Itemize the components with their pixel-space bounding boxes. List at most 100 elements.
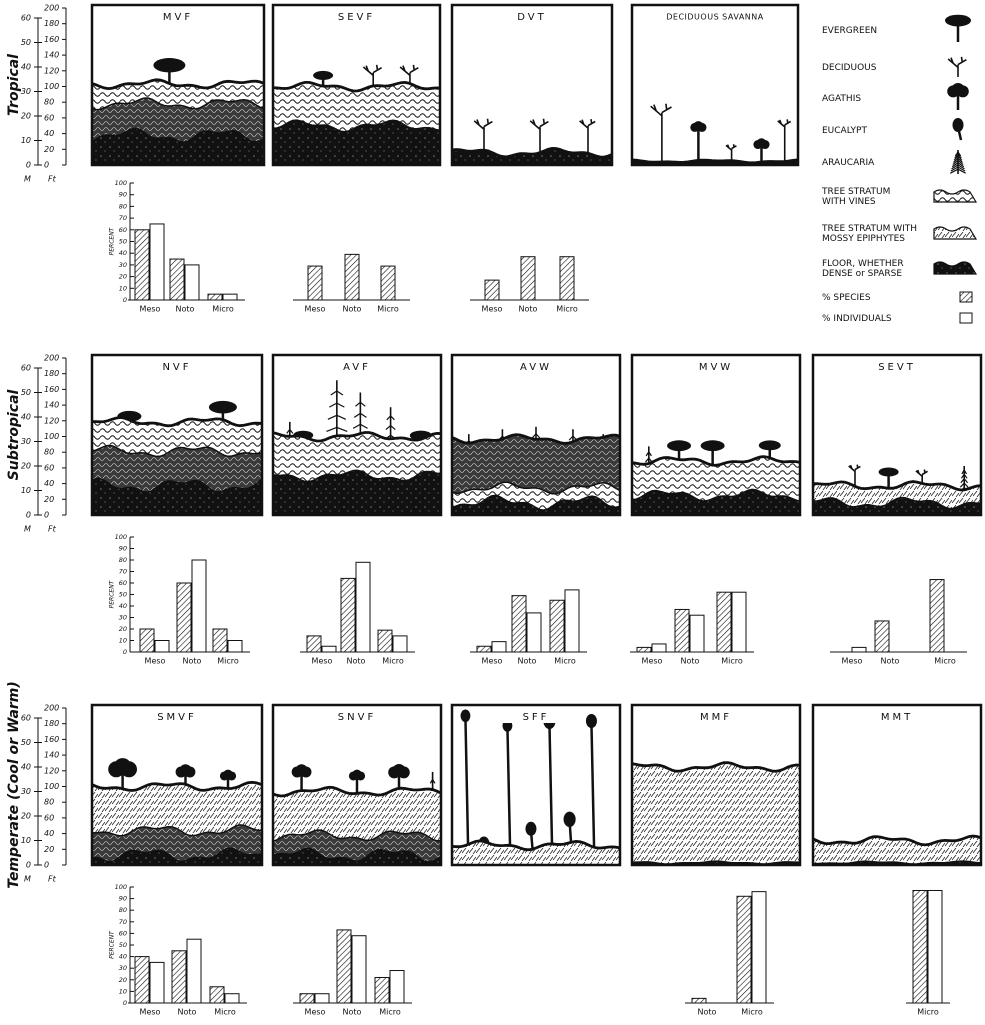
bar — [135, 230, 149, 300]
m-tick-label: 60 — [21, 364, 31, 373]
ft-tick-label: 200 — [44, 354, 59, 363]
bar — [527, 613, 541, 652]
y-tick-label: 10 — [119, 284, 127, 292]
y-tick-label: 70 — [119, 918, 127, 926]
ft-tick-label: 0 — [44, 511, 49, 520]
bar — [356, 562, 370, 652]
panel-art — [269, 355, 445, 519]
panel-title: MVF — [163, 12, 193, 23]
y-tick-label: 10 — [119, 637, 127, 645]
panel-art — [628, 705, 804, 869]
bar — [341, 578, 355, 652]
bar — [210, 987, 224, 1003]
y-axis-label: PERCENT — [109, 930, 116, 959]
y-tick-label: 80 — [119, 906, 127, 914]
x-tick-label: Micro — [214, 1008, 236, 1017]
evergreen-crown — [879, 467, 899, 476]
row-label: Tropical — [6, 54, 22, 116]
m-tick-label: 60 — [21, 714, 31, 723]
x-tick-label: Micro — [377, 305, 399, 314]
ft-tick-label: 180 — [44, 19, 59, 28]
evergreen-crown — [667, 440, 691, 451]
ft-tick-label: 180 — [44, 719, 59, 728]
m-tick-label: 20 — [21, 112, 31, 121]
bar — [135, 957, 149, 1003]
y-tick-label: 20 — [119, 625, 127, 633]
legend-label: DECIDUOUS — [822, 63, 877, 73]
x-tick-label: Micro — [382, 657, 404, 666]
evergreen-crown — [313, 71, 333, 80]
agathis-crown — [951, 83, 964, 96]
bar — [375, 977, 389, 1003]
bar — [565, 590, 579, 652]
bar — [637, 647, 651, 652]
ft-tick-label: 60 — [44, 113, 54, 122]
agathis-crown — [757, 138, 767, 148]
m-tick-label: 20 — [21, 462, 31, 471]
x-tick-label: Micro — [217, 657, 239, 666]
m-tick-label: 10 — [21, 136, 31, 145]
ft-tick-label: 160 — [44, 35, 59, 44]
panel-title: SFF — [523, 712, 550, 723]
legend-line: FLOOR, WHETHER — [822, 259, 904, 269]
eucalypt-crown — [460, 710, 470, 723]
bar — [228, 641, 242, 653]
panel-title: DECIDUOUS SAVANNA — [666, 13, 764, 22]
legend-label: % SPECIES — [822, 293, 871, 303]
panel-art — [809, 355, 985, 519]
m-tick-label: 0 — [26, 511, 31, 520]
ft-tick-label: 120 — [44, 766, 59, 775]
x-tick-label: Noto — [343, 305, 362, 314]
y-tick-label: 90 — [119, 895, 127, 903]
panel-bg — [632, 5, 798, 165]
x-tick-label: Noto — [518, 657, 537, 666]
legend-line: % SPECIES — [822, 293, 871, 303]
bar — [852, 647, 866, 652]
x-tick-label: Micro — [741, 1008, 763, 1017]
panel-art — [448, 5, 616, 169]
bar — [213, 629, 227, 652]
legend-swatch — [960, 292, 972, 302]
m-unit: M — [24, 875, 31, 884]
bar — [172, 951, 186, 1003]
ft-tick-label: 40 — [44, 129, 54, 138]
ft-unit: Ft — [48, 525, 57, 534]
bar — [485, 280, 499, 300]
ft-tick-label: 40 — [44, 479, 54, 488]
panel-title: MMT — [881, 712, 913, 723]
legend-swatch — [960, 313, 972, 323]
ft-unit: Ft — [48, 175, 57, 184]
panel-art — [88, 705, 266, 869]
y-tick-label: 30 — [119, 964, 127, 972]
ft-tick-label: 100 — [44, 432, 59, 441]
bar — [652, 644, 666, 652]
x-tick-label: Noto — [343, 1008, 362, 1017]
y-tick-label: 20 — [119, 976, 127, 984]
bar — [322, 646, 336, 652]
ft-tick-label: 60 — [44, 463, 54, 472]
y-tick-label: 50 — [119, 591, 127, 599]
m-tick-label: 60 — [21, 14, 31, 23]
legend-line: TREE STRATUM WITH — [821, 224, 917, 234]
ft-tick-label: 180 — [44, 369, 59, 378]
ft-tick-label: 20 — [44, 845, 54, 854]
panel-title: SEVF — [338, 12, 375, 23]
panel-title: NVF — [162, 362, 191, 373]
m-tick-label: 40 — [21, 763, 31, 772]
y-tick-label: 60 — [119, 579, 127, 587]
x-tick-label: Noto — [176, 305, 195, 314]
m-unit: M — [24, 175, 31, 184]
x-tick-label: Meso — [842, 657, 863, 666]
legend-label: % INDIVIDUALS — [822, 314, 892, 324]
evergreen-crown — [153, 58, 185, 72]
x-tick-label: Micro — [934, 657, 956, 666]
panel-art — [88, 5, 268, 169]
bar — [732, 592, 746, 652]
bar — [492, 642, 506, 652]
y-tick-label: 80 — [119, 202, 127, 210]
ft-tick-label: 40 — [44, 829, 54, 838]
bar — [717, 592, 731, 652]
x-tick-label: Meso — [642, 657, 663, 666]
eucalypt-crown — [564, 812, 576, 827]
